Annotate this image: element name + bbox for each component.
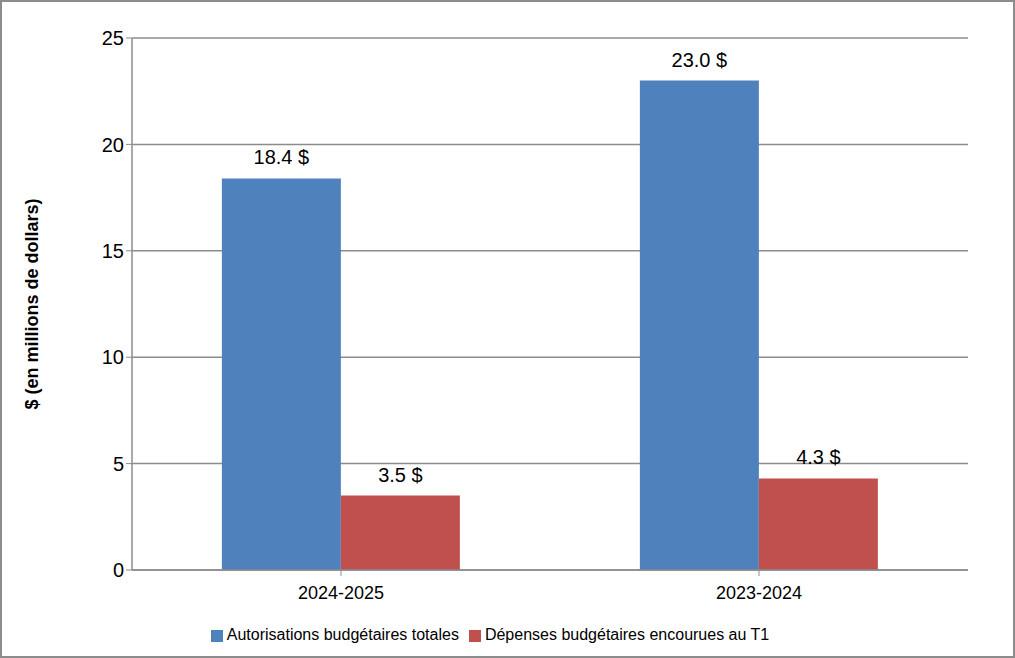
svg-text:20: 20 [102,134,124,156]
svg-text:2023-2024: 2023-2024 [716,583,802,603]
svg-text:3.5 $: 3.5 $ [378,464,422,486]
html-text:Autorisations budgétaires tota: Autorisations budgétaires totales [226,626,459,643]
svg-text:15: 15 [102,240,124,262]
svg-text:$ (en millions de dollars): $ (en millions de dollars) [22,198,42,409]
svg-text:25: 25 [102,27,124,49]
svg-text:10: 10 [102,346,124,368]
svg-text:18.4 $: 18.4 $ [254,146,310,168]
html-text:Dépenses budgétaires encourues: Dépenses budgétaires encourues au T1 [484,626,770,643]
svg-text:23.0 $: 23.0 $ [672,49,728,71]
svg-text:4.3 $: 4.3 $ [796,446,840,468]
svg-text:5: 5 [113,453,124,475]
svg-text:0: 0 [113,559,124,581]
svg-text:2024-2025: 2024-2025 [298,583,384,603]
